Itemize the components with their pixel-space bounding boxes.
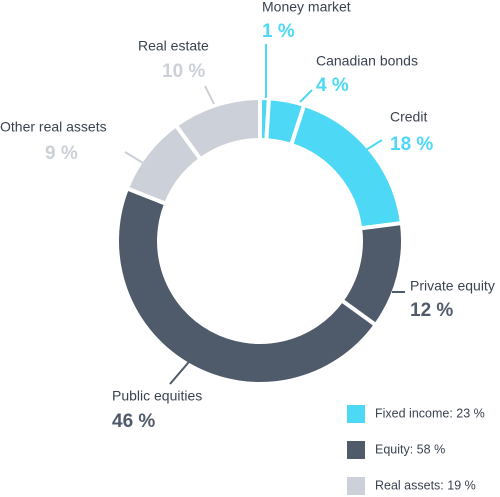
donut-slice	[115, 185, 379, 386]
legend-swatch	[347, 405, 365, 423]
leader-line	[204, 85, 215, 105]
slice-value: 46 %	[112, 411, 155, 432]
slice-value: 9 %	[45, 143, 78, 164]
legend-label: Equity: 58 %	[375, 442, 445, 456]
slice-name: Private equity	[410, 278, 495, 294]
slice-value: 12 %	[410, 300, 453, 321]
slice-name: Canadian bonds	[316, 53, 418, 69]
slice-name: Other real assets	[0, 119, 107, 135]
legend-swatch	[347, 477, 365, 495]
legend-label: Real assets: 19 %	[375, 478, 476, 492]
slice-value: 18 %	[390, 134, 433, 155]
legend-swatch	[347, 441, 365, 459]
slice-value: 4 %	[316, 75, 349, 96]
leader-line	[124, 151, 149, 167]
slice-name: Real estate	[138, 38, 209, 54]
leader-line	[365, 139, 383, 151]
slice-name: Credit	[390, 109, 427, 125]
leader-line	[169, 355, 195, 385]
legend-label: Fixed income: 23 %	[375, 406, 485, 420]
slice-name: Public equities	[112, 388, 202, 404]
donut-slice	[288, 102, 405, 231]
leader-line	[299, 89, 313, 103]
slice-value: 1 %	[262, 21, 295, 42]
donut-slice	[173, 95, 262, 163]
slice-value: 10 %	[162, 61, 205, 82]
slice-name: Money market	[262, 0, 351, 15]
